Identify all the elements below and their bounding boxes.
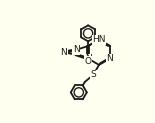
Text: HN: HN	[92, 35, 106, 44]
Text: N: N	[73, 45, 80, 54]
Text: N: N	[60, 48, 67, 57]
Text: N: N	[107, 54, 113, 63]
Text: O: O	[85, 57, 92, 66]
Text: N: N	[85, 54, 91, 63]
Text: S: S	[90, 70, 96, 79]
